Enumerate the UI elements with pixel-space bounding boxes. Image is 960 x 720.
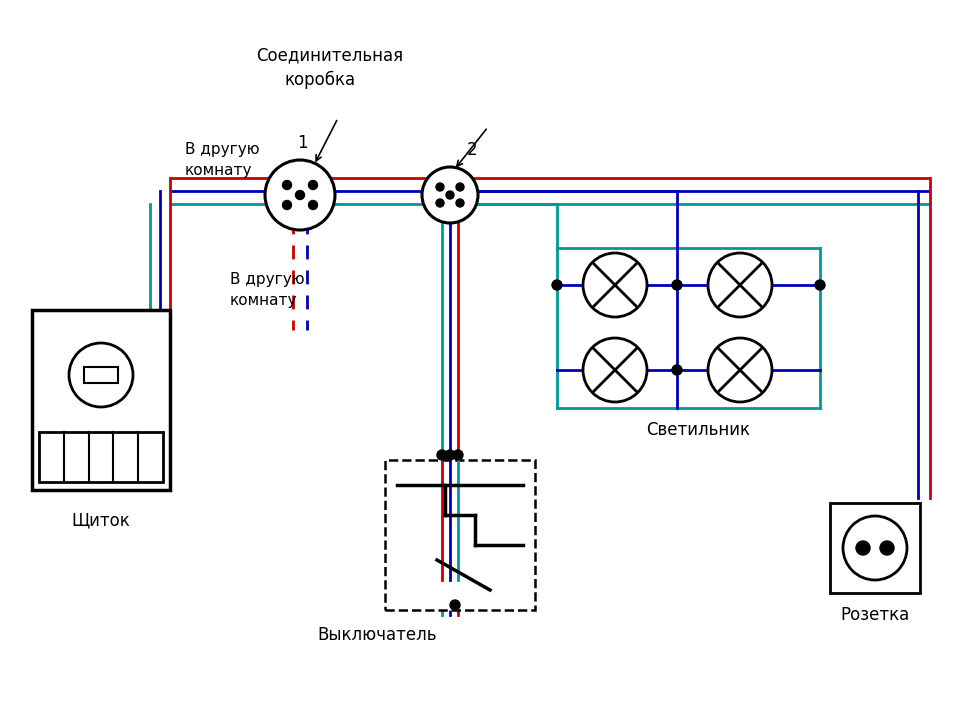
Text: Розетка: Розетка — [840, 606, 910, 624]
Circle shape — [422, 167, 478, 223]
Bar — [385, 460, 535, 610]
Bar — [32, 310, 170, 490]
Circle shape — [672, 280, 682, 290]
Text: В другую
комнату: В другую комнату — [185, 142, 259, 178]
Circle shape — [308, 181, 318, 189]
Circle shape — [456, 199, 464, 207]
Circle shape — [436, 199, 444, 207]
Text: коробка: коробка — [284, 71, 355, 89]
Bar — [39, 432, 163, 482]
Text: Соединительная: Соединительная — [256, 46, 403, 64]
Circle shape — [446, 191, 454, 199]
Circle shape — [583, 253, 647, 317]
Circle shape — [456, 183, 464, 191]
Circle shape — [437, 450, 447, 460]
Text: В другую
комнату: В другую комнату — [230, 272, 304, 308]
Text: 2: 2 — [467, 141, 477, 159]
Circle shape — [445, 450, 455, 460]
Circle shape — [856, 541, 870, 555]
Circle shape — [282, 200, 292, 210]
Circle shape — [708, 253, 772, 317]
Circle shape — [843, 516, 907, 580]
Circle shape — [583, 338, 647, 402]
Text: 1: 1 — [297, 134, 307, 152]
Circle shape — [672, 365, 682, 375]
Circle shape — [296, 191, 304, 199]
Circle shape — [282, 181, 292, 189]
Circle shape — [308, 200, 318, 210]
Bar — [830, 503, 920, 593]
Circle shape — [552, 280, 562, 290]
Text: Выключатель: Выключатель — [317, 626, 437, 644]
Text: Щиток: Щиток — [72, 511, 131, 529]
Text: Светильник: Светильник — [646, 421, 751, 439]
Bar — [84, 367, 118, 383]
Circle shape — [450, 600, 460, 610]
Circle shape — [453, 450, 463, 460]
Circle shape — [815, 280, 825, 290]
Circle shape — [708, 338, 772, 402]
Circle shape — [880, 541, 894, 555]
Circle shape — [436, 183, 444, 191]
Circle shape — [69, 343, 133, 407]
Circle shape — [265, 160, 335, 230]
